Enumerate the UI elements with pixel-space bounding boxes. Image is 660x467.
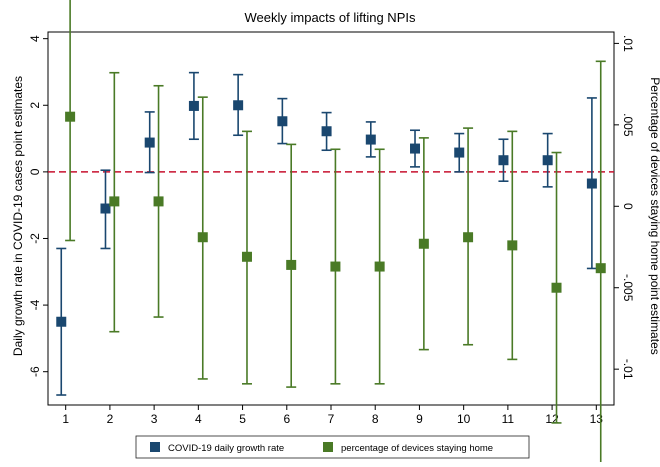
point-marker-staying-home: [551, 282, 562, 293]
y-right-tick-label: .005: [621, 113, 635, 137]
legend-label-staying-home: percentage of devices staying home: [341, 443, 493, 454]
y-axis-right-label: Percentage of devices staying home point…: [648, 77, 660, 355]
x-tick-label: 10: [457, 412, 471, 426]
point-marker-growth-rate: [188, 100, 199, 111]
y-left-tick-label: 2: [28, 102, 42, 109]
point-marker-staying-home: [153, 196, 164, 207]
point-marker-growth-rate: [56, 316, 67, 327]
legend-swatch-staying-home: [323, 442, 333, 452]
point-marker-staying-home: [109, 196, 120, 207]
x-tick-label: 8: [372, 412, 379, 426]
point-marker-growth-rate: [454, 147, 465, 158]
y-right-tick-label: 0: [621, 203, 635, 210]
point-marker-growth-rate: [542, 155, 553, 166]
x-tick-label: 5: [239, 412, 246, 426]
point-marker-growth-rate: [100, 203, 111, 214]
x-tick-label: 1: [62, 412, 69, 426]
y-left-tick-label: -2: [28, 233, 42, 244]
point-marker-staying-home: [418, 238, 429, 249]
plot-layer: 1 2 3 4 5 6 7 8 9 10 11 12 13420-2-4-6.01.0050-.005-…: [28, 0, 635, 467]
point-marker-growth-rate: [277, 116, 288, 127]
point-marker-growth-rate: [144, 137, 155, 148]
point-marker-staying-home: [595, 263, 606, 274]
y-axis-left-label: Daily growth rate in COVID-19 cases poin…: [11, 76, 25, 356]
x-tick-label: 9: [416, 412, 423, 426]
x-tick-label: 7: [328, 412, 335, 426]
point-marker-growth-rate: [498, 155, 509, 166]
point-marker-staying-home: [197, 232, 208, 243]
legend-swatch-growth-rate: [150, 442, 160, 452]
point-marker-staying-home: [286, 259, 297, 270]
legend-label-growth-rate: COVID-19 daily growth rate: [168, 443, 284, 454]
x-tick-label: 3: [151, 412, 158, 426]
point-marker-staying-home: [374, 261, 385, 272]
x-tick-label: 2: [107, 412, 114, 426]
point-marker-growth-rate: [321, 126, 332, 137]
legend: COVID-19 daily growth rate percentage of…: [135, 435, 530, 459]
point-marker-growth-rate: [233, 100, 244, 111]
chart-title: Weekly impacts of lifting NPIs: [245, 10, 416, 25]
y-right-tick-label: -.01: [621, 359, 635, 380]
x-tick-label: 11: [502, 412, 515, 426]
point-marker-staying-home: [65, 111, 76, 122]
x-tick-label: 6: [283, 412, 290, 426]
point-marker-growth-rate: [365, 134, 376, 145]
point-marker-staying-home: [241, 251, 252, 262]
y-right-tick-label: .01: [621, 35, 635, 52]
point-marker-growth-rate: [410, 143, 421, 154]
y-left-tick-label: -4: [28, 299, 42, 310]
x-tick-label: 13: [590, 412, 604, 426]
y-right-tick-label: -.005: [621, 274, 635, 302]
y-left-tick-label: -6: [28, 366, 42, 377]
y-left-tick-label: 0: [28, 168, 42, 175]
y-left-tick-label: 4: [28, 35, 42, 42]
x-tick-label: 4: [195, 412, 202, 426]
point-marker-staying-home: [330, 261, 341, 272]
point-marker-staying-home: [463, 232, 474, 243]
point-marker-staying-home: [507, 240, 518, 251]
point-marker-growth-rate: [586, 178, 597, 189]
